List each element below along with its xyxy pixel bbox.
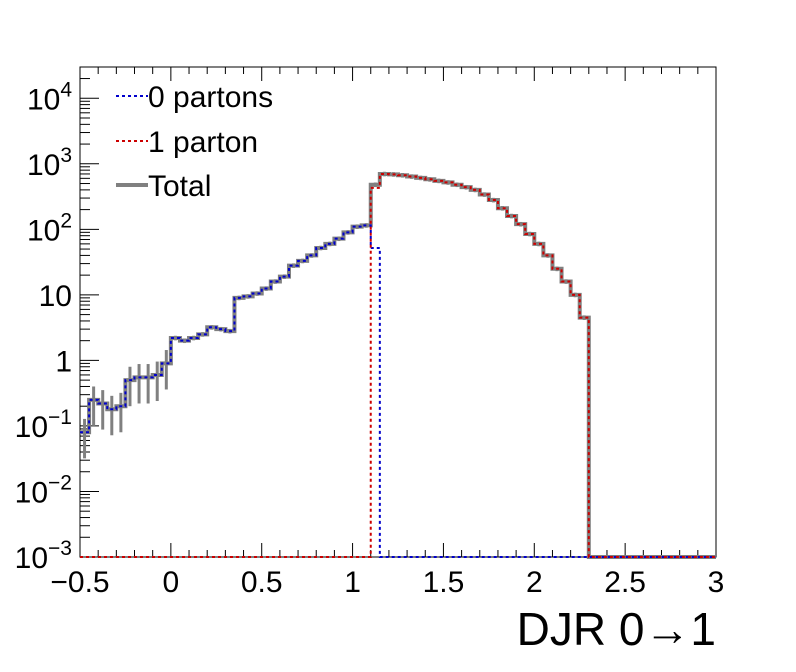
x-tick-label: 0.5 (241, 566, 283, 599)
x-tick-label: 1.5 (423, 566, 465, 599)
legend-label: Total (148, 170, 211, 203)
y-tick-label: 103 (27, 144, 72, 182)
legend: 0 partons 1 parton Total (116, 81, 273, 203)
y-tick-label: 10−3 (15, 537, 72, 575)
legend-label: 1 parton (148, 126, 258, 159)
x-axis-title: DJR 0→1 (517, 603, 716, 655)
y-tick-label: 10−1 (15, 406, 72, 444)
legend-entry: 0 partons (116, 81, 273, 114)
x-tick-label: −0.5 (50, 566, 109, 599)
series-1-parton (80, 172, 716, 558)
histogram-line (80, 224, 716, 558)
legend-label: 0 partons (148, 81, 273, 114)
y-tick-label: 102 (27, 209, 72, 247)
tick-labels: −0.5 0 0.5 1 1.5 2 2.5 3 10−3 10−2 10−1 1 10 102 103 10… (15, 78, 725, 599)
y-tick-label: 10 (39, 280, 72, 313)
x-tick-label: 2.5 (604, 566, 646, 599)
y-tick-label: 10−2 (15, 471, 72, 509)
histogram-line (80, 171, 716, 559)
histogram-series (80, 171, 716, 559)
series-total (80, 171, 716, 559)
legend-entry: 1 parton (116, 126, 258, 159)
series-0-partons (80, 224, 716, 558)
y-tick-label: 1 (55, 345, 72, 378)
x-tick-label: 0 (163, 566, 180, 599)
x-tick-label: 2 (526, 566, 543, 599)
x-tick-label: 1 (344, 566, 361, 599)
legend-entry: Total (116, 170, 211, 203)
y-tick-label: 104 (27, 78, 72, 116)
histogram-line (80, 172, 716, 558)
x-tick-label: 3 (708, 566, 725, 599)
axis-ticks (79, 66, 717, 558)
